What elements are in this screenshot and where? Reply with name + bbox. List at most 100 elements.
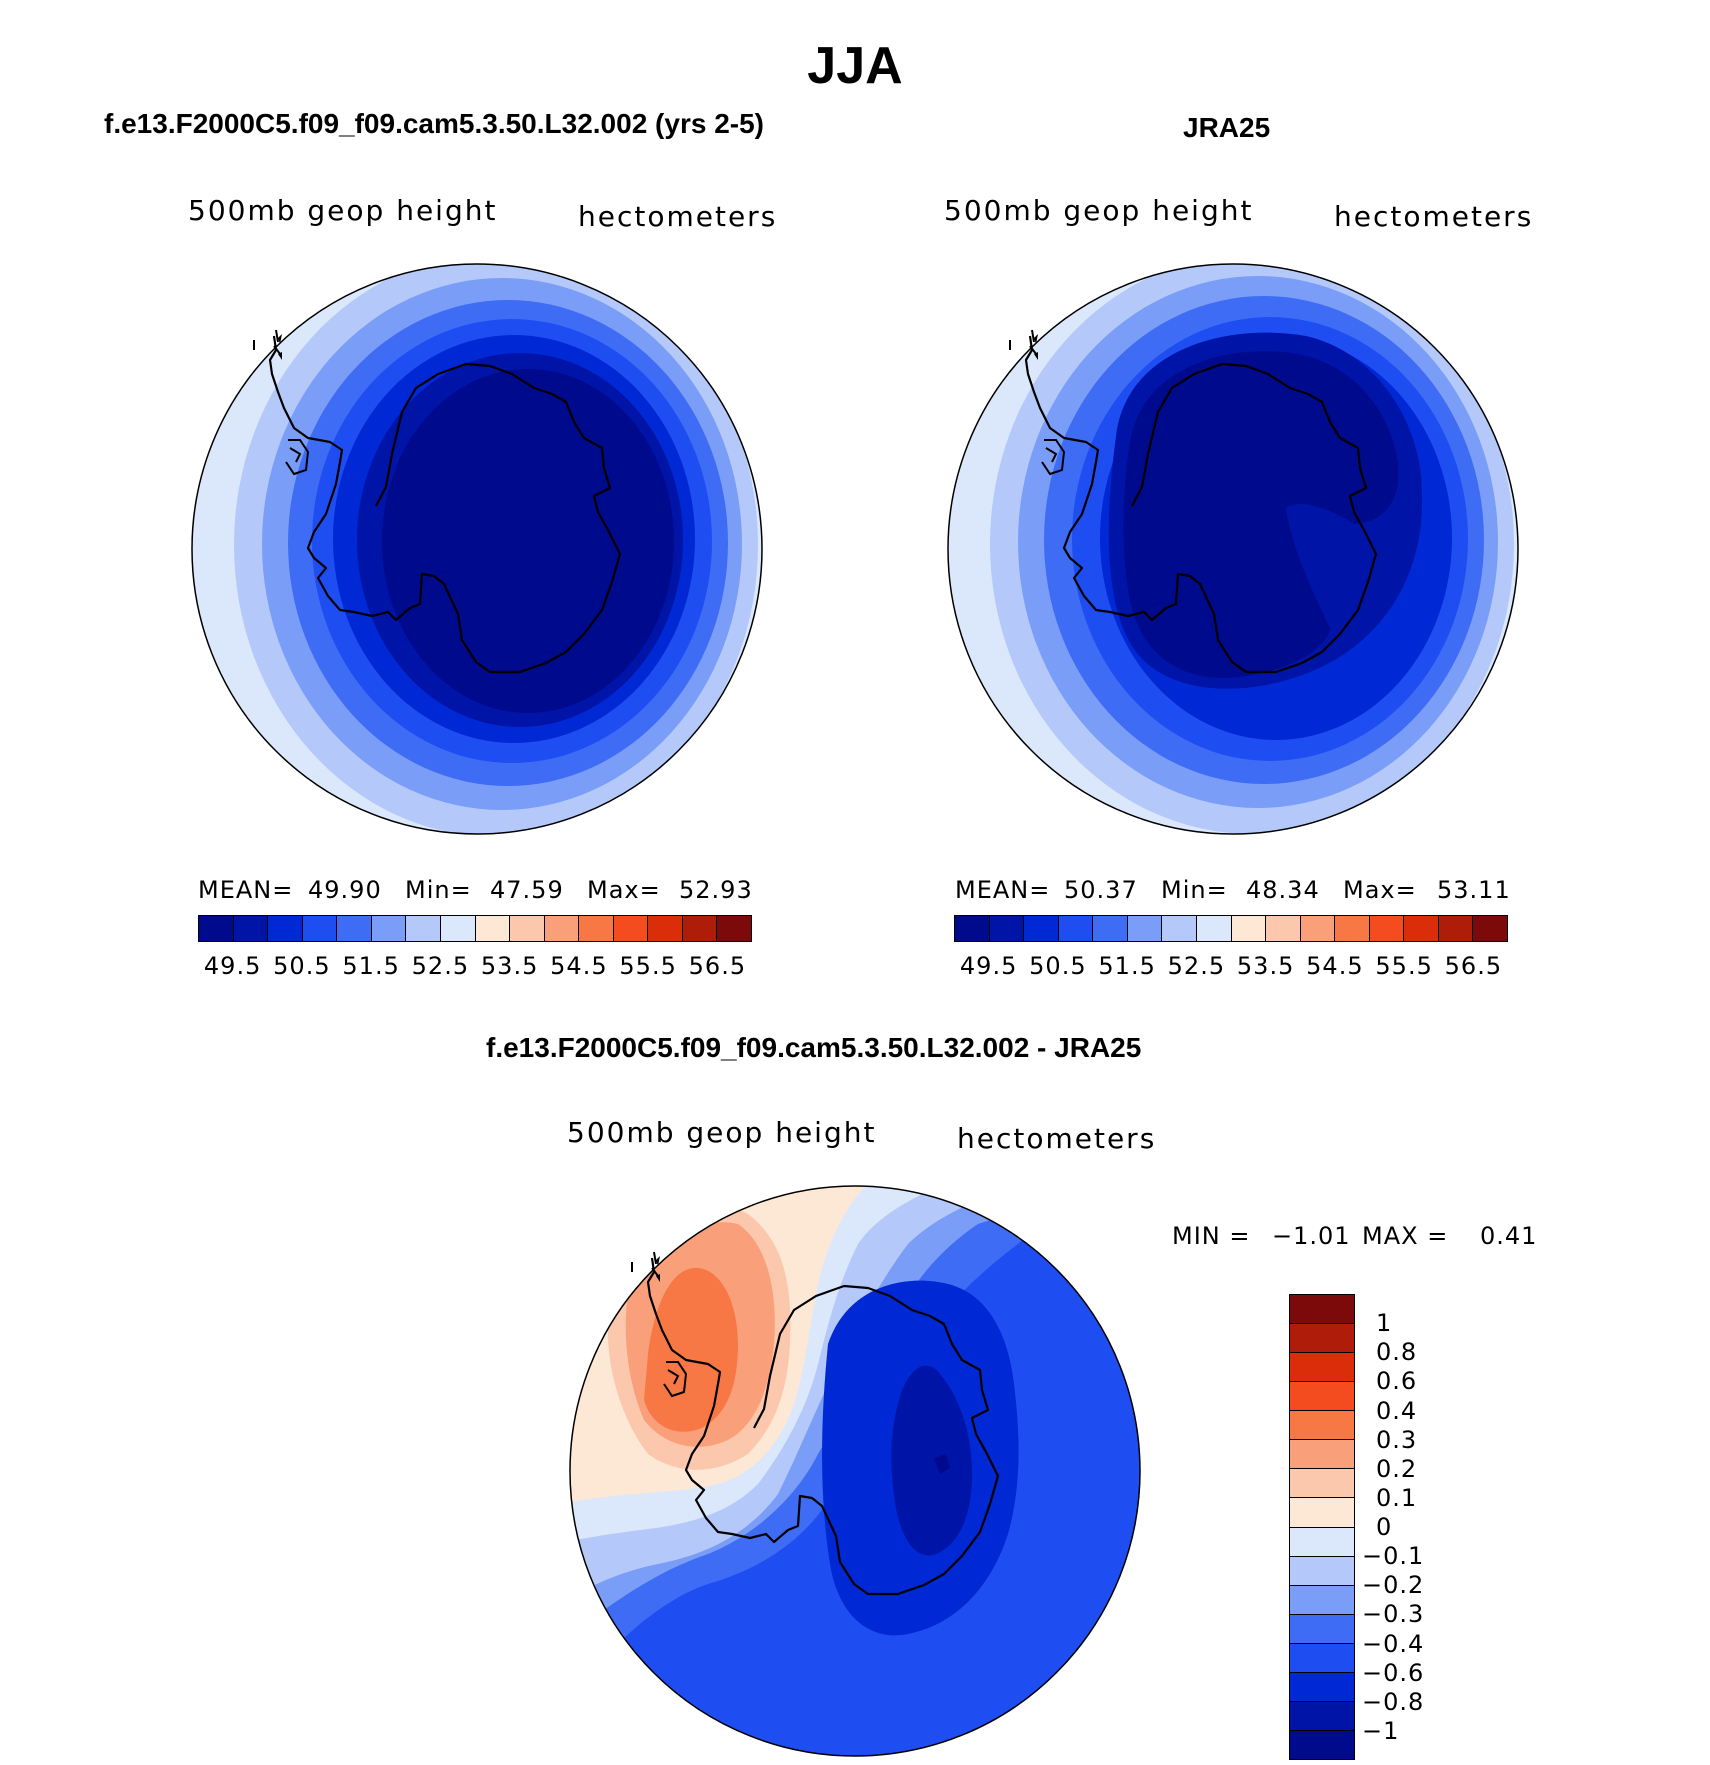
colorbar-tick-label: 53.5 [1236, 952, 1295, 980]
colorbar-box [1127, 916, 1163, 941]
stats-min-label-diff: MIN = [1172, 1222, 1251, 1250]
colorbar-box [955, 916, 990, 941]
colorbar-box [233, 916, 269, 941]
colorbar-box [1404, 916, 1439, 941]
colorbar-box [717, 916, 751, 941]
contour-fill [382, 369, 674, 713]
colorbar-box [1231, 916, 1267, 941]
colorbar-box [371, 916, 407, 941]
colorbar-tick-label: 0.4 [1376, 1396, 1418, 1425]
colorbar-box [1369, 916, 1405, 941]
map-model [191, 263, 763, 835]
colorbar-labels-obs: 49.5 50.5 51.5 52.5 53.5 54.5 55.5 56.5 [954, 952, 1508, 982]
colorbar-tick-label: −0.2 [1362, 1571, 1425, 1600]
colorbar-box [648, 916, 683, 941]
stats-mean-model: 49.90 [308, 876, 382, 904]
colorbar-tick-label: 55.5 [1375, 952, 1433, 980]
colorbar-box [1290, 1353, 1354, 1383]
colorbar-box [1438, 916, 1474, 941]
colorbar-tick-label: 51.5 [342, 952, 400, 980]
variable-label-model: 500mb geop height [188, 194, 498, 227]
colorbar-box [1335, 916, 1370, 941]
colorbar-box [1290, 1672, 1354, 1702]
colorbar-box [1162, 916, 1197, 941]
colorbar-box [544, 916, 580, 941]
colorbar-box [1266, 916, 1301, 941]
colorbar-box [1196, 916, 1232, 941]
colorbar-tick-label: 54.5 [550, 952, 608, 980]
stats-mean-obs: 50.37 [1064, 876, 1138, 904]
stats-min-model: 47.59 [490, 876, 564, 904]
variable-label-diff: 500mb geop height [567, 1116, 877, 1149]
panel-title-obs: JRA25 [1183, 112, 1271, 143]
colorbar-labels-model: 49.5 50.5 51.5 52.5 53.5 54.5 55.5 56.5 [198, 952, 752, 982]
colorbar-box [1093, 916, 1128, 941]
map-obs [947, 263, 1519, 835]
colorbar-box [302, 916, 338, 941]
stats-max-label-diff: MAX = [1362, 1222, 1449, 1250]
contour-fill [891, 1365, 972, 1556]
stats-min-diff: −1.01 [1272, 1222, 1351, 1250]
colorbar-box [337, 916, 372, 941]
stats-mean-label-model: MEAN= [198, 876, 294, 904]
units-label-diff: hectometers [957, 1122, 1157, 1155]
colorbar-box [1290, 1701, 1354, 1731]
colorbar-box [510, 916, 545, 941]
colorbar-box [1290, 1585, 1354, 1615]
units-label-model: hectometers [578, 200, 778, 233]
panel-title-diff: f.e13.F2000C5.f09_f09.cam5.3.50.L32.002 … [486, 1032, 1142, 1063]
colorbar-tick-label: 52.5 [411, 952, 470, 980]
colorbar-box [1290, 1411, 1354, 1441]
colorbar-box [1300, 916, 1336, 941]
colorbar-tick-label: 56.5 [1444, 952, 1503, 980]
page-title: JJA [807, 37, 903, 95]
colorbar-tick-label: 51.5 [1098, 952, 1156, 980]
colorbar-box [1290, 1498, 1354, 1528]
colorbar-obs [954, 915, 1508, 942]
stats-max-label-model: Max= [587, 876, 661, 904]
stats-min-obs: 48.34 [1246, 876, 1320, 904]
antarctica-coastline [1024, 335, 1378, 674]
colorbar-box [682, 916, 718, 941]
colorbar-tick-label: −0.3 [1362, 1600, 1425, 1629]
stats-mean-label-obs: MEAN= [955, 876, 1051, 904]
colorbar-box [1290, 1556, 1354, 1586]
stats-min-label-model: Min= [405, 876, 472, 904]
colorbar-tick-label: −0.1 [1362, 1542, 1425, 1571]
colorbar-tick-label: −1 [1362, 1716, 1400, 1745]
variable-label-obs: 500mb geop height [944, 194, 1254, 227]
colorbar-box [1058, 916, 1094, 941]
colorbar-box [406, 916, 441, 941]
contour-fill [934, 1454, 950, 1474]
colorbar-box [440, 916, 476, 941]
colorbar-tick-label: 1 [1376, 1309, 1393, 1338]
colorbar-diff [1289, 1294, 1355, 1760]
colorbar-box [989, 916, 1025, 941]
antarctica-coastline [646, 1257, 1000, 1596]
contour-fill [1123, 351, 1399, 678]
colorbar-tick-label: 53.5 [480, 952, 539, 980]
colorbar-box [1290, 1382, 1354, 1412]
colorbar-box [475, 916, 511, 941]
panel-title-model: f.e13.F2000C5.f09_f09.cam5.3.50.L32.002 … [104, 108, 764, 139]
map-diff [569, 1185, 1141, 1757]
stats-max-model: 52.93 [679, 876, 753, 904]
colorbar-tick-label: 0 [1376, 1513, 1393, 1541]
colorbar-box [1290, 1295, 1354, 1325]
colorbar-box [1024, 916, 1059, 941]
colorbar-tick-label: 49.5 [203, 952, 262, 980]
colorbar-tick-label: 0.2 [1376, 1454, 1418, 1483]
colorbar-tick-label: 50.5 [1029, 952, 1087, 980]
colorbar-tick-label: 56.5 [688, 952, 747, 980]
colorbar-box [199, 916, 234, 941]
colorbar-box [1290, 1643, 1354, 1673]
colorbar-tick-label: 49.5 [959, 952, 1018, 980]
stats-max-diff: 0.41 [1480, 1222, 1538, 1250]
colorbar-tick-label: 54.5 [1306, 952, 1364, 980]
colorbar-tick-label: 50.5 [273, 952, 331, 980]
antarctica-coastline [268, 335, 622, 674]
units-label-obs: hectometers [1334, 200, 1534, 233]
colorbar-box [1290, 1614, 1354, 1644]
colorbar-tick-label: −0.6 [1362, 1658, 1425, 1687]
colorbar-tick-label: 0.6 [1376, 1367, 1418, 1396]
